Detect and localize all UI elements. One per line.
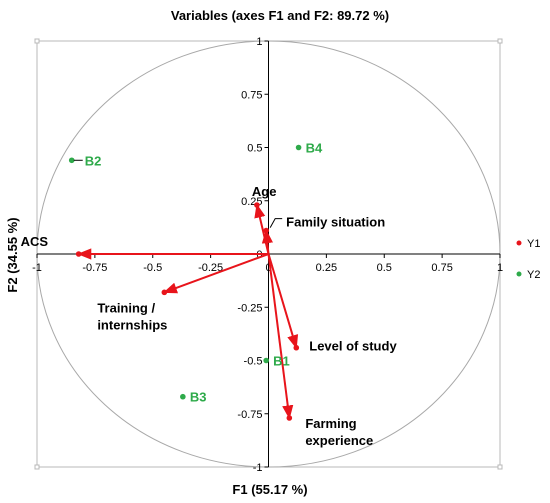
x-tick-label: 0.25 bbox=[316, 262, 337, 274]
x-tick-label: -0.75 bbox=[82, 262, 107, 274]
label-leader-line bbox=[269, 218, 283, 228]
frame-corner-handle bbox=[34, 464, 40, 470]
variable-label: Family situation bbox=[286, 215, 385, 230]
y-tick-label: -1 bbox=[253, 462, 263, 474]
variable-vector bbox=[261, 229, 273, 255]
variable-label: Farming experience bbox=[305, 416, 373, 448]
variable-label: Age bbox=[252, 184, 277, 199]
y-axis-title: F2 (34.55 %) bbox=[5, 217, 20, 292]
variable-label: Level of study bbox=[309, 339, 397, 354]
variable-point bbox=[161, 289, 168, 296]
frame-corner-handle bbox=[497, 38, 503, 44]
x-tick-label: 0.75 bbox=[431, 262, 452, 274]
variable-point bbox=[286, 415, 293, 421]
y-tick-label: 1 bbox=[256, 36, 262, 48]
y-tick-label: -0.25 bbox=[237, 302, 262, 314]
x-tick-label: 0 bbox=[265, 262, 271, 274]
variable-vector bbox=[163, 253, 269, 294]
x-tick-label: -0.25 bbox=[198, 262, 223, 274]
chart-title: Variables (axes F1 and F2: 89.72 %) bbox=[171, 8, 389, 23]
observation-label: B4 bbox=[306, 141, 323, 156]
y-tick-label: 0.5 bbox=[247, 143, 262, 155]
variable-label: Training / internships bbox=[97, 300, 167, 332]
frame-corner-handle bbox=[34, 38, 40, 44]
y-tick-label: -0.75 bbox=[237, 409, 262, 421]
frame-corner-handle bbox=[497, 464, 503, 470]
variable-point bbox=[293, 344, 300, 351]
x-tick-label: 1 bbox=[497, 262, 503, 274]
legend-label[interactable]: Y1 bbox=[527, 238, 540, 250]
observation-point bbox=[68, 157, 75, 164]
variable-vector bbox=[267, 253, 294, 420]
variable-point bbox=[263, 227, 269, 234]
variable-label: ACS bbox=[21, 234, 49, 249]
x-tick-label: 0.5 bbox=[377, 262, 392, 274]
legend-label[interactable]: Y2 bbox=[527, 269, 540, 281]
legend-marker[interactable] bbox=[516, 271, 522, 277]
y-tick-label: 0.75 bbox=[241, 89, 262, 101]
observation-label: B1 bbox=[273, 354, 290, 369]
observation-label: B3 bbox=[190, 390, 207, 405]
x-tick-label: -1 bbox=[32, 262, 42, 274]
variable-point bbox=[75, 251, 82, 257]
observation-point bbox=[295, 144, 302, 151]
y-tick-label: -0.5 bbox=[244, 356, 263, 368]
plot-area: -1 -0.75 -0.5 -0.25 0 0.25 0.5 0.75 110.750.50.2… bbox=[21, 36, 541, 474]
variable-vector bbox=[267, 253, 299, 350]
observation-point bbox=[263, 357, 269, 364]
x-tick-label: -0.5 bbox=[143, 262, 162, 274]
observation-label: B2 bbox=[85, 153, 102, 168]
x-axis-title: F1 (55.17 %) bbox=[232, 482, 307, 497]
legend-marker[interactable] bbox=[516, 240, 522, 246]
observation-point bbox=[180, 393, 186, 400]
variable-point bbox=[254, 202, 260, 208]
